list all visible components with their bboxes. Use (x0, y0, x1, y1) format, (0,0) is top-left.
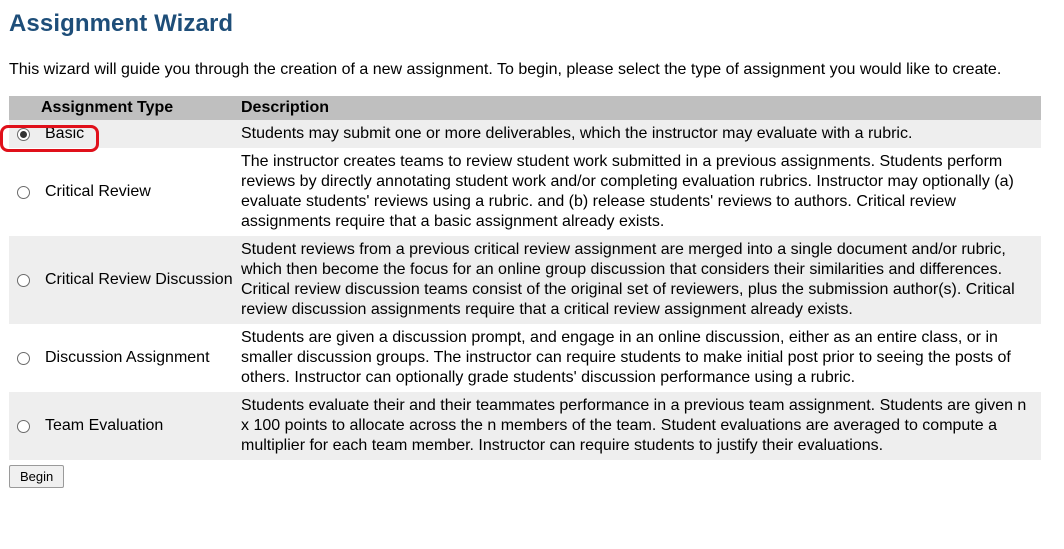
option-critical-review[interactable]: Critical Review (13, 182, 233, 202)
header-assignment-type: Assignment Type (9, 96, 237, 120)
table-row-critical-review: Critical Review The instructor creates t… (9, 148, 1041, 236)
begin-button[interactable]: Begin (9, 465, 65, 488)
radio-team-evaluation[interactable] (17, 419, 30, 433)
radio-critical-review-discussion[interactable] (17, 273, 30, 287)
description-critical-review: The instructor creates teams to review s… (237, 148, 1041, 236)
option-basic[interactable]: Basic (13, 124, 233, 144)
assignment-type-table: Assignment Type Description Basic Studen… (9, 96, 1041, 460)
option-discussion-assignment[interactable]: Discussion Assignment (13, 348, 233, 368)
description-team-evaluation: Students evaluate their and their teamma… (237, 392, 1041, 460)
option-label-critical-review: Critical Review (45, 183, 151, 200)
option-critical-review-discussion[interactable]: Critical Review Discussion (13, 270, 233, 290)
description-critical-review-discussion: Student reviews from a previous critical… (237, 236, 1041, 324)
page-title: Assignment Wizard (9, 10, 234, 37)
table-row-critical-review-discussion: Critical Review Discussion Student revie… (9, 236, 1041, 324)
radio-discussion-assignment[interactable] (17, 351, 30, 365)
radio-critical-review[interactable] (17, 185, 30, 199)
option-label-critical-review-discussion: Critical Review Discussion (45, 271, 233, 288)
table-row-discussion-assignment: Discussion Assignment Students are given… (9, 324, 1041, 392)
description-basic: Students may submit one or more delivera… (237, 120, 1041, 148)
option-label-basic: Basic (45, 125, 85, 142)
intro-text: This wizard will guide you through the c… (9, 61, 1002, 78)
header-description: Description (237, 96, 1041, 120)
description-discussion-assignment: Students are given a discussion prompt, … (237, 324, 1041, 392)
option-label-discussion-assignment: Discussion Assignment (45, 349, 210, 366)
table-header-row: Assignment Type Description (9, 96, 1041, 120)
table-row-basic: Basic Students may submit one or more de… (9, 120, 1041, 148)
radio-basic[interactable] (17, 127, 30, 141)
option-label-team-evaluation: Team Evaluation (45, 417, 164, 434)
option-team-evaluation[interactable]: Team Evaluation (13, 416, 233, 436)
table-row-team-evaluation: Team Evaluation Students evaluate their … (9, 392, 1041, 460)
